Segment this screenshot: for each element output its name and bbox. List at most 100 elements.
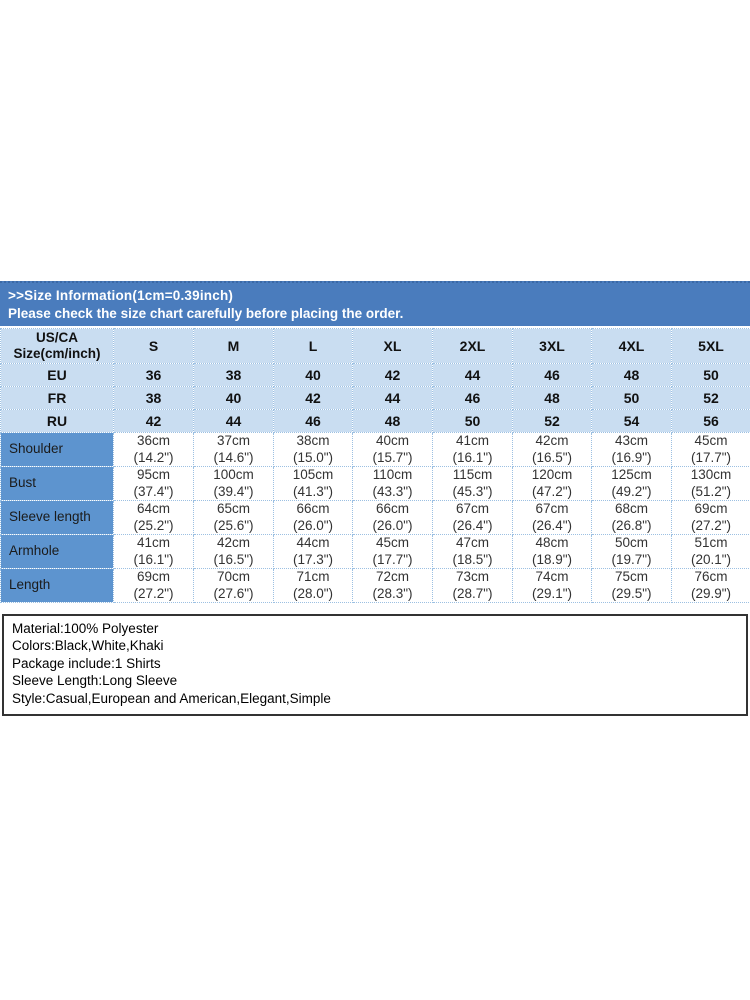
measurement-row: Length 69cm (27.2") 70cm (27.6") 71cm (28.0") 7…: [0, 568, 750, 603]
measurement-cm-value: 110cm: [372, 467, 413, 483]
measurement-value-cell: 36cm (14.2"): [113, 432, 194, 467]
measurement-cm-value: 100cm: [213, 467, 254, 483]
measurement-inch-value: (15.7"): [372, 449, 413, 465]
measurement-value-cell: 73cm (28.7"): [432, 568, 513, 603]
region-size-cell: 52: [671, 386, 750, 410]
measurement-cm-value: 105cm: [292, 467, 334, 483]
measurement-cm-value: 125cm: [611, 467, 652, 483]
measurement-inch-value: (29.5"): [611, 585, 652, 601]
size-column-header: 4XL: [591, 328, 672, 364]
measurement-value-cell: 64cm (25.2"): [113, 500, 194, 535]
measurement-cm-value: 45cm: [375, 535, 409, 551]
measurement-cm-value: 42cm: [535, 433, 569, 449]
region-size-cell: 36: [113, 363, 194, 387]
measurement-row: Bust 95cm (37.4") 100cm (39.4") 105cm (41.3") 1…: [0, 466, 750, 501]
measurement-value-cell: 68cm (26.8"): [591, 500, 672, 535]
measurement-row-label: Armhole: [0, 534, 114, 569]
measurement-value-cell: 41cm (16.1"): [432, 432, 513, 467]
measurement-cm-value: 70cm: [216, 569, 250, 585]
measurement-inch-value: (17.7"): [690, 449, 732, 465]
measurement-value-cell: 74cm (29.1"): [512, 568, 592, 603]
measurement-cm-value: 51cm: [694, 535, 728, 551]
region-size-cell: 38: [193, 363, 274, 387]
measurement-row: Armhole 41cm (16.1") 42cm (16.5") 44cm (17.3")…: [0, 534, 750, 569]
measurement-cm-value: 115cm: [452, 467, 493, 483]
corner-line-1: US/CA: [35, 329, 78, 345]
measurement-value-cell: 120cm (47.2"): [512, 466, 592, 501]
measurement-row-label: Length: [0, 568, 114, 603]
measurement-cm-value: 64cm: [136, 501, 170, 517]
size-info-note: Please check the size chart carefully be…: [8, 306, 404, 321]
measurement-cm-value: 67cm: [455, 501, 489, 517]
measurement-cm-value: 42cm: [216, 535, 250, 551]
measurement-inch-value: (16.1"): [133, 551, 174, 567]
measurement-inch-value: (27.6"): [213, 585, 254, 601]
measurement-inch-value: (51.2"): [690, 483, 732, 499]
measurement-inch-value: (19.7"): [611, 551, 652, 567]
region-row-label: RU: [0, 409, 114, 433]
measurement-value-cell: 66cm (26.0"): [352, 500, 433, 535]
measurement-inch-value: (29.1"): [531, 585, 573, 601]
measurement-cm-value: 69cm: [694, 501, 728, 517]
region-row-label: EU: [0, 363, 114, 387]
measurement-inch-value: (28.0"): [292, 585, 334, 601]
measurement-inch-value: (47.2"): [531, 483, 573, 499]
measurement-value-cell: 45cm (17.7"): [671, 432, 750, 467]
measurement-inch-value: (16.1"): [452, 449, 493, 465]
measurement-cm-value: 65cm: [216, 501, 250, 517]
product-detail-line: Style:Casual,European and American,Elega…: [12, 690, 331, 706]
measurement-inch-value: (26.4"): [531, 517, 573, 533]
region-size-cell: 44: [352, 386, 433, 410]
measurement-inch-value: (49.2"): [611, 483, 652, 499]
measurement-cm-value: 73cm: [455, 569, 489, 585]
region-row-label: FR: [0, 386, 114, 410]
measurement-cm-value: 40cm: [375, 433, 409, 449]
region-size-cell: 56: [671, 409, 750, 433]
size-column-header: 5XL: [671, 328, 750, 364]
measurement-inch-value: (16.5"): [531, 449, 573, 465]
region-size-cell: 48: [591, 363, 672, 387]
measurement-value-cell: 67cm (26.4"): [432, 500, 513, 535]
region-size-cell: 48: [352, 409, 433, 433]
measurement-value-cell: 42cm (16.5"): [512, 432, 592, 467]
size-column-header: 3XL: [512, 328, 592, 364]
size-header-row: US/CA Size(cm/inch) S M L XL 2XL 3XL 4XL 5XL: [0, 328, 750, 364]
measurement-value-cell: 40cm (15.7"): [352, 432, 433, 467]
measurement-inch-value: (18.9"): [531, 551, 573, 567]
measurement-row: Sleeve length 64cm (25.2") 65cm (25.6") 66cm(…: [0, 500, 750, 535]
measurement-row-label: Sleeve length: [0, 500, 114, 535]
measurement-cm-value: 72cm: [375, 569, 409, 585]
measurement-value-cell: 43cm (16.9"): [591, 432, 672, 467]
measurement-cm-value: 38cm: [296, 433, 330, 449]
region-size-row: EU 36 38 40 42 44 46 48 50: [0, 363, 750, 387]
region-size-cell: 46: [432, 386, 513, 410]
region-size-cell: 52: [512, 409, 592, 433]
region-size-cell: 50: [671, 363, 750, 387]
measurement-value-cell: 45cm (17.7"): [352, 534, 433, 569]
measurement-inch-value: (43.3"): [372, 483, 413, 499]
measurement-value-cell: 115cm (45.3"): [432, 466, 513, 501]
measurement-value-cell: 65cm (25.6"): [193, 500, 274, 535]
measurement-cm-value: 43cm: [614, 433, 648, 449]
measurement-row-label: Bust: [0, 466, 114, 501]
region-size-row: FR 38 40 42 44 46 48 50 52: [0, 386, 750, 410]
size-column-header: L: [273, 328, 353, 364]
measurement-cm-value: 71cm: [296, 569, 330, 585]
measurement-value-cell: 70cm (27.6"): [193, 568, 274, 603]
measurement-cm-value: 120cm: [531, 467, 573, 483]
region-size-cell: 42: [273, 386, 353, 410]
measurement-value-cell: 125cm (49.2"): [591, 466, 672, 501]
measurement-value-cell: 66cm (26.0"): [273, 500, 353, 535]
region-size-cell: 46: [273, 409, 353, 433]
measurement-cm-value: 41cm: [455, 433, 489, 449]
measurement-cm-value: 75cm: [614, 569, 648, 585]
region-size-cell: 40: [193, 386, 274, 410]
region-size-cell: 40: [273, 363, 353, 387]
measurement-inch-value: (15.0"): [292, 449, 334, 465]
region-size-cell: 50: [591, 386, 672, 410]
measurement-cm-value: 47cm: [455, 535, 489, 551]
measurement-inch-value: (37.4"): [133, 483, 174, 499]
measurement-value-cell: 48cm (18.9"): [512, 534, 592, 569]
measurement-inch-value: (25.2"): [133, 517, 174, 533]
measurement-value-cell: 38cm (15.0"): [273, 432, 353, 467]
